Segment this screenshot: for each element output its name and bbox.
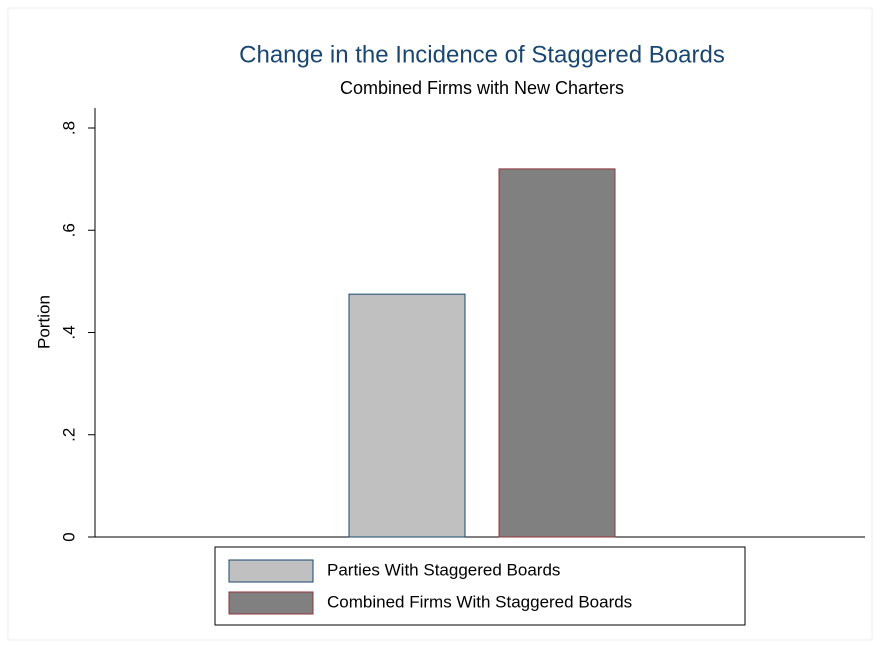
bar bbox=[498, 168, 616, 538]
y-tick-label: .8 bbox=[59, 121, 78, 135]
chart-title: Change in the Incidence of Staggered Boa… bbox=[239, 41, 725, 68]
y-tick-label: .2 bbox=[59, 428, 78, 442]
chart-subtitle: Combined Firms with New Charters bbox=[340, 78, 624, 98]
y-tick-label: .6 bbox=[59, 223, 78, 237]
legend-swatch bbox=[228, 559, 314, 583]
y-tick-label: .4 bbox=[59, 325, 78, 339]
legend-swatch bbox=[228, 591, 314, 615]
y-tick-label: 0 bbox=[59, 532, 78, 541]
legend-label: Parties With Staggered Boards bbox=[327, 560, 560, 579]
bar bbox=[348, 293, 466, 538]
y-axis-label: Portion bbox=[34, 295, 53, 349]
legend-label: Combined Firms With Staggered Boards bbox=[327, 592, 632, 611]
